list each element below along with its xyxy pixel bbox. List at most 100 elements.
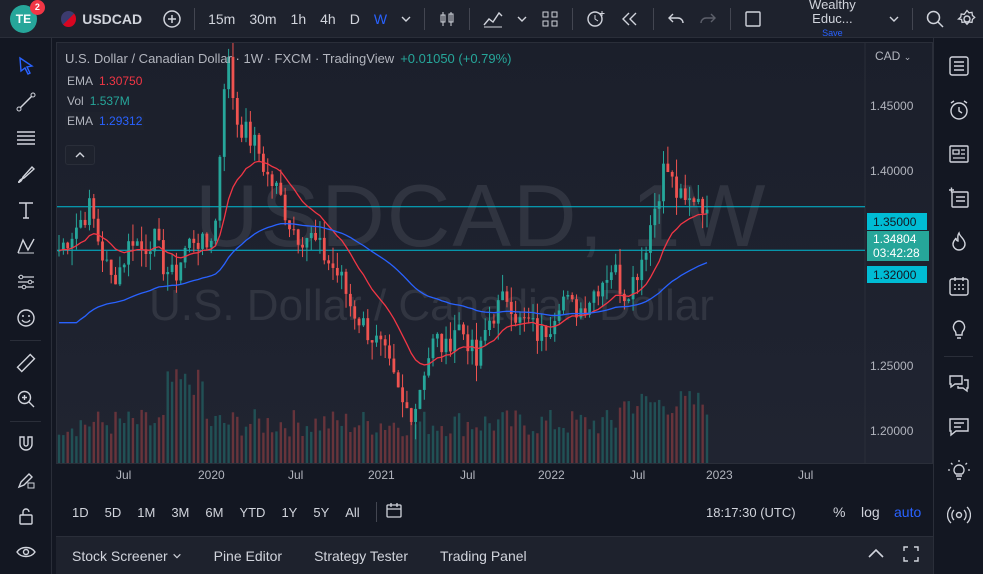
indicators-button[interactable] bbox=[476, 0, 510, 38]
legend-volume[interactable]: Vol 1.537M bbox=[65, 92, 512, 110]
timeframe-4h[interactable]: 4h bbox=[320, 10, 336, 27]
candle-body bbox=[644, 252, 648, 260]
stay-in-drawing-tool[interactable] bbox=[0, 462, 52, 498]
ideas-button[interactable] bbox=[934, 312, 983, 348]
volume-bar bbox=[83, 424, 87, 463]
candle-body bbox=[666, 163, 670, 172]
volume-bar bbox=[627, 401, 630, 463]
zoom-in-icon bbox=[17, 390, 35, 408]
layout-name[interactable]: Wealthy Educ... Save bbox=[783, 0, 882, 38]
legend-ema-fast[interactable]: EMA 1.30750 bbox=[65, 72, 512, 90]
tab-trading-panel[interactable]: Trading Panel bbox=[440, 547, 527, 564]
magnet-tool[interactable] bbox=[0, 426, 52, 462]
candle-body bbox=[240, 124, 244, 138]
data-window-button[interactable] bbox=[934, 180, 983, 216]
chart-pane[interactable]: USDCAD, 1W U.S. Dollar / Canadian Dollar… bbox=[56, 42, 933, 464]
ema-label: EMA bbox=[67, 114, 94, 128]
price-chart-canvas[interactable] bbox=[57, 43, 933, 464]
pencil-lock-icon bbox=[17, 473, 35, 489]
replay-button[interactable] bbox=[613, 0, 647, 38]
candle-body bbox=[435, 333, 439, 339]
layout-button[interactable] bbox=[737, 0, 769, 38]
emoji-tool[interactable] bbox=[0, 300, 52, 336]
go-to-date-button[interactable] bbox=[385, 502, 405, 523]
symbol-search[interactable]: USDCAD bbox=[82, 10, 143, 27]
hide-tool[interactable] bbox=[0, 534, 52, 570]
candle-body bbox=[309, 232, 313, 239]
auto-scale-toggle[interactable]: auto bbox=[894, 504, 922, 520]
undo-button[interactable] bbox=[660, 0, 692, 38]
layout-dropdown[interactable] bbox=[882, 0, 906, 38]
help-button[interactable] bbox=[934, 453, 983, 489]
tradingview-logo[interactable]: TE 2 bbox=[10, 0, 45, 33]
redo-button[interactable] bbox=[692, 0, 724, 38]
range-1m[interactable]: 1M bbox=[137, 504, 156, 520]
settings-button[interactable] bbox=[951, 0, 983, 38]
chats-button[interactable] bbox=[934, 365, 983, 401]
lock-tool[interactable] bbox=[0, 498, 52, 534]
timeframe-d[interactable]: D bbox=[349, 10, 360, 27]
range-3m[interactable]: 3M bbox=[171, 504, 190, 520]
maximize-panel-button[interactable] bbox=[902, 545, 920, 566]
volume-bar bbox=[640, 393, 643, 463]
candle-body bbox=[83, 219, 87, 226]
collapse-legend-button[interactable] bbox=[65, 145, 95, 165]
timeframe-1h[interactable]: 1h bbox=[290, 10, 307, 27]
percent-scale-toggle[interactable]: % bbox=[833, 504, 846, 520]
range-all[interactable]: All bbox=[345, 504, 360, 520]
volume-bar bbox=[401, 436, 404, 463]
news-button[interactable] bbox=[934, 136, 983, 172]
cursor-tool[interactable] bbox=[0, 48, 52, 84]
templates-button[interactable] bbox=[534, 0, 566, 38]
range-ytd[interactable]: YTD bbox=[239, 504, 266, 520]
prediction-tool[interactable] bbox=[0, 264, 52, 300]
brush-tool[interactable] bbox=[0, 156, 52, 192]
range-6m[interactable]: 6M bbox=[205, 504, 224, 520]
range-5y[interactable]: 5Y bbox=[313, 504, 330, 520]
volume-bar bbox=[296, 422, 300, 463]
divider bbox=[729, 7, 731, 30]
text-tool[interactable] bbox=[0, 192, 52, 228]
alerts-button[interactable] bbox=[934, 92, 983, 128]
indicators-dropdown[interactable] bbox=[510, 0, 534, 38]
candle-body bbox=[231, 56, 235, 99]
expand-panel-button[interactable] bbox=[866, 547, 886, 564]
streams-button[interactable] bbox=[934, 497, 983, 533]
timeframe-30m[interactable]: 30m bbox=[249, 10, 277, 27]
volume-bar bbox=[514, 410, 517, 463]
messages-button[interactable] bbox=[934, 409, 983, 445]
currency-selector[interactable]: CAD ⌄ bbox=[875, 49, 911, 63]
save-label[interactable]: Save bbox=[822, 27, 843, 38]
ruler-tool[interactable] bbox=[0, 345, 52, 381]
zoom-tool[interactable] bbox=[0, 381, 52, 417]
volume-bar bbox=[697, 392, 700, 463]
pattern-tool[interactable] bbox=[0, 228, 52, 264]
add-symbol-button[interactable] bbox=[156, 0, 188, 38]
tab-stock-screener[interactable]: Stock Screener bbox=[56, 548, 198, 564]
range-1y[interactable]: 1Y bbox=[281, 504, 298, 520]
lightbulb-icon bbox=[952, 320, 966, 339]
vol-value: 1.537M bbox=[89, 94, 130, 108]
bottom-panel: Stock Screener Pine Editor Strategy Test… bbox=[56, 536, 933, 574]
calendar-button[interactable] bbox=[934, 268, 983, 304]
trendline-tool[interactable] bbox=[0, 84, 52, 120]
alert-button[interactable] bbox=[579, 0, 613, 38]
log-scale-toggle[interactable]: log bbox=[861, 504, 880, 520]
tab-strategy-tester[interactable]: Strategy Tester bbox=[314, 547, 408, 564]
candles-button[interactable] bbox=[431, 0, 463, 38]
price-label: 1.25000 bbox=[870, 359, 914, 373]
legend-ema-slow[interactable]: EMA 1.29312 bbox=[65, 112, 145, 130]
range-1d[interactable]: 1D bbox=[72, 504, 89, 520]
timeframe-w[interactable]: W bbox=[373, 10, 388, 27]
volume-bar bbox=[149, 425, 152, 463]
watchlist-button[interactable] bbox=[934, 48, 983, 84]
timezone-clock[interactable]: 18:17:30 (UTC) bbox=[706, 504, 796, 520]
volume-bar bbox=[353, 427, 356, 463]
timeframe-15m[interactable]: 15m bbox=[208, 10, 236, 27]
search-button[interactable] bbox=[919, 0, 951, 38]
hotlists-button[interactable] bbox=[934, 224, 983, 260]
fib-tool[interactable] bbox=[0, 120, 52, 156]
range-5d[interactable]: 5D bbox=[104, 504, 122, 520]
tab-pine-editor[interactable]: Pine Editor bbox=[213, 547, 283, 564]
timeframe-dropdown[interactable] bbox=[394, 0, 418, 38]
